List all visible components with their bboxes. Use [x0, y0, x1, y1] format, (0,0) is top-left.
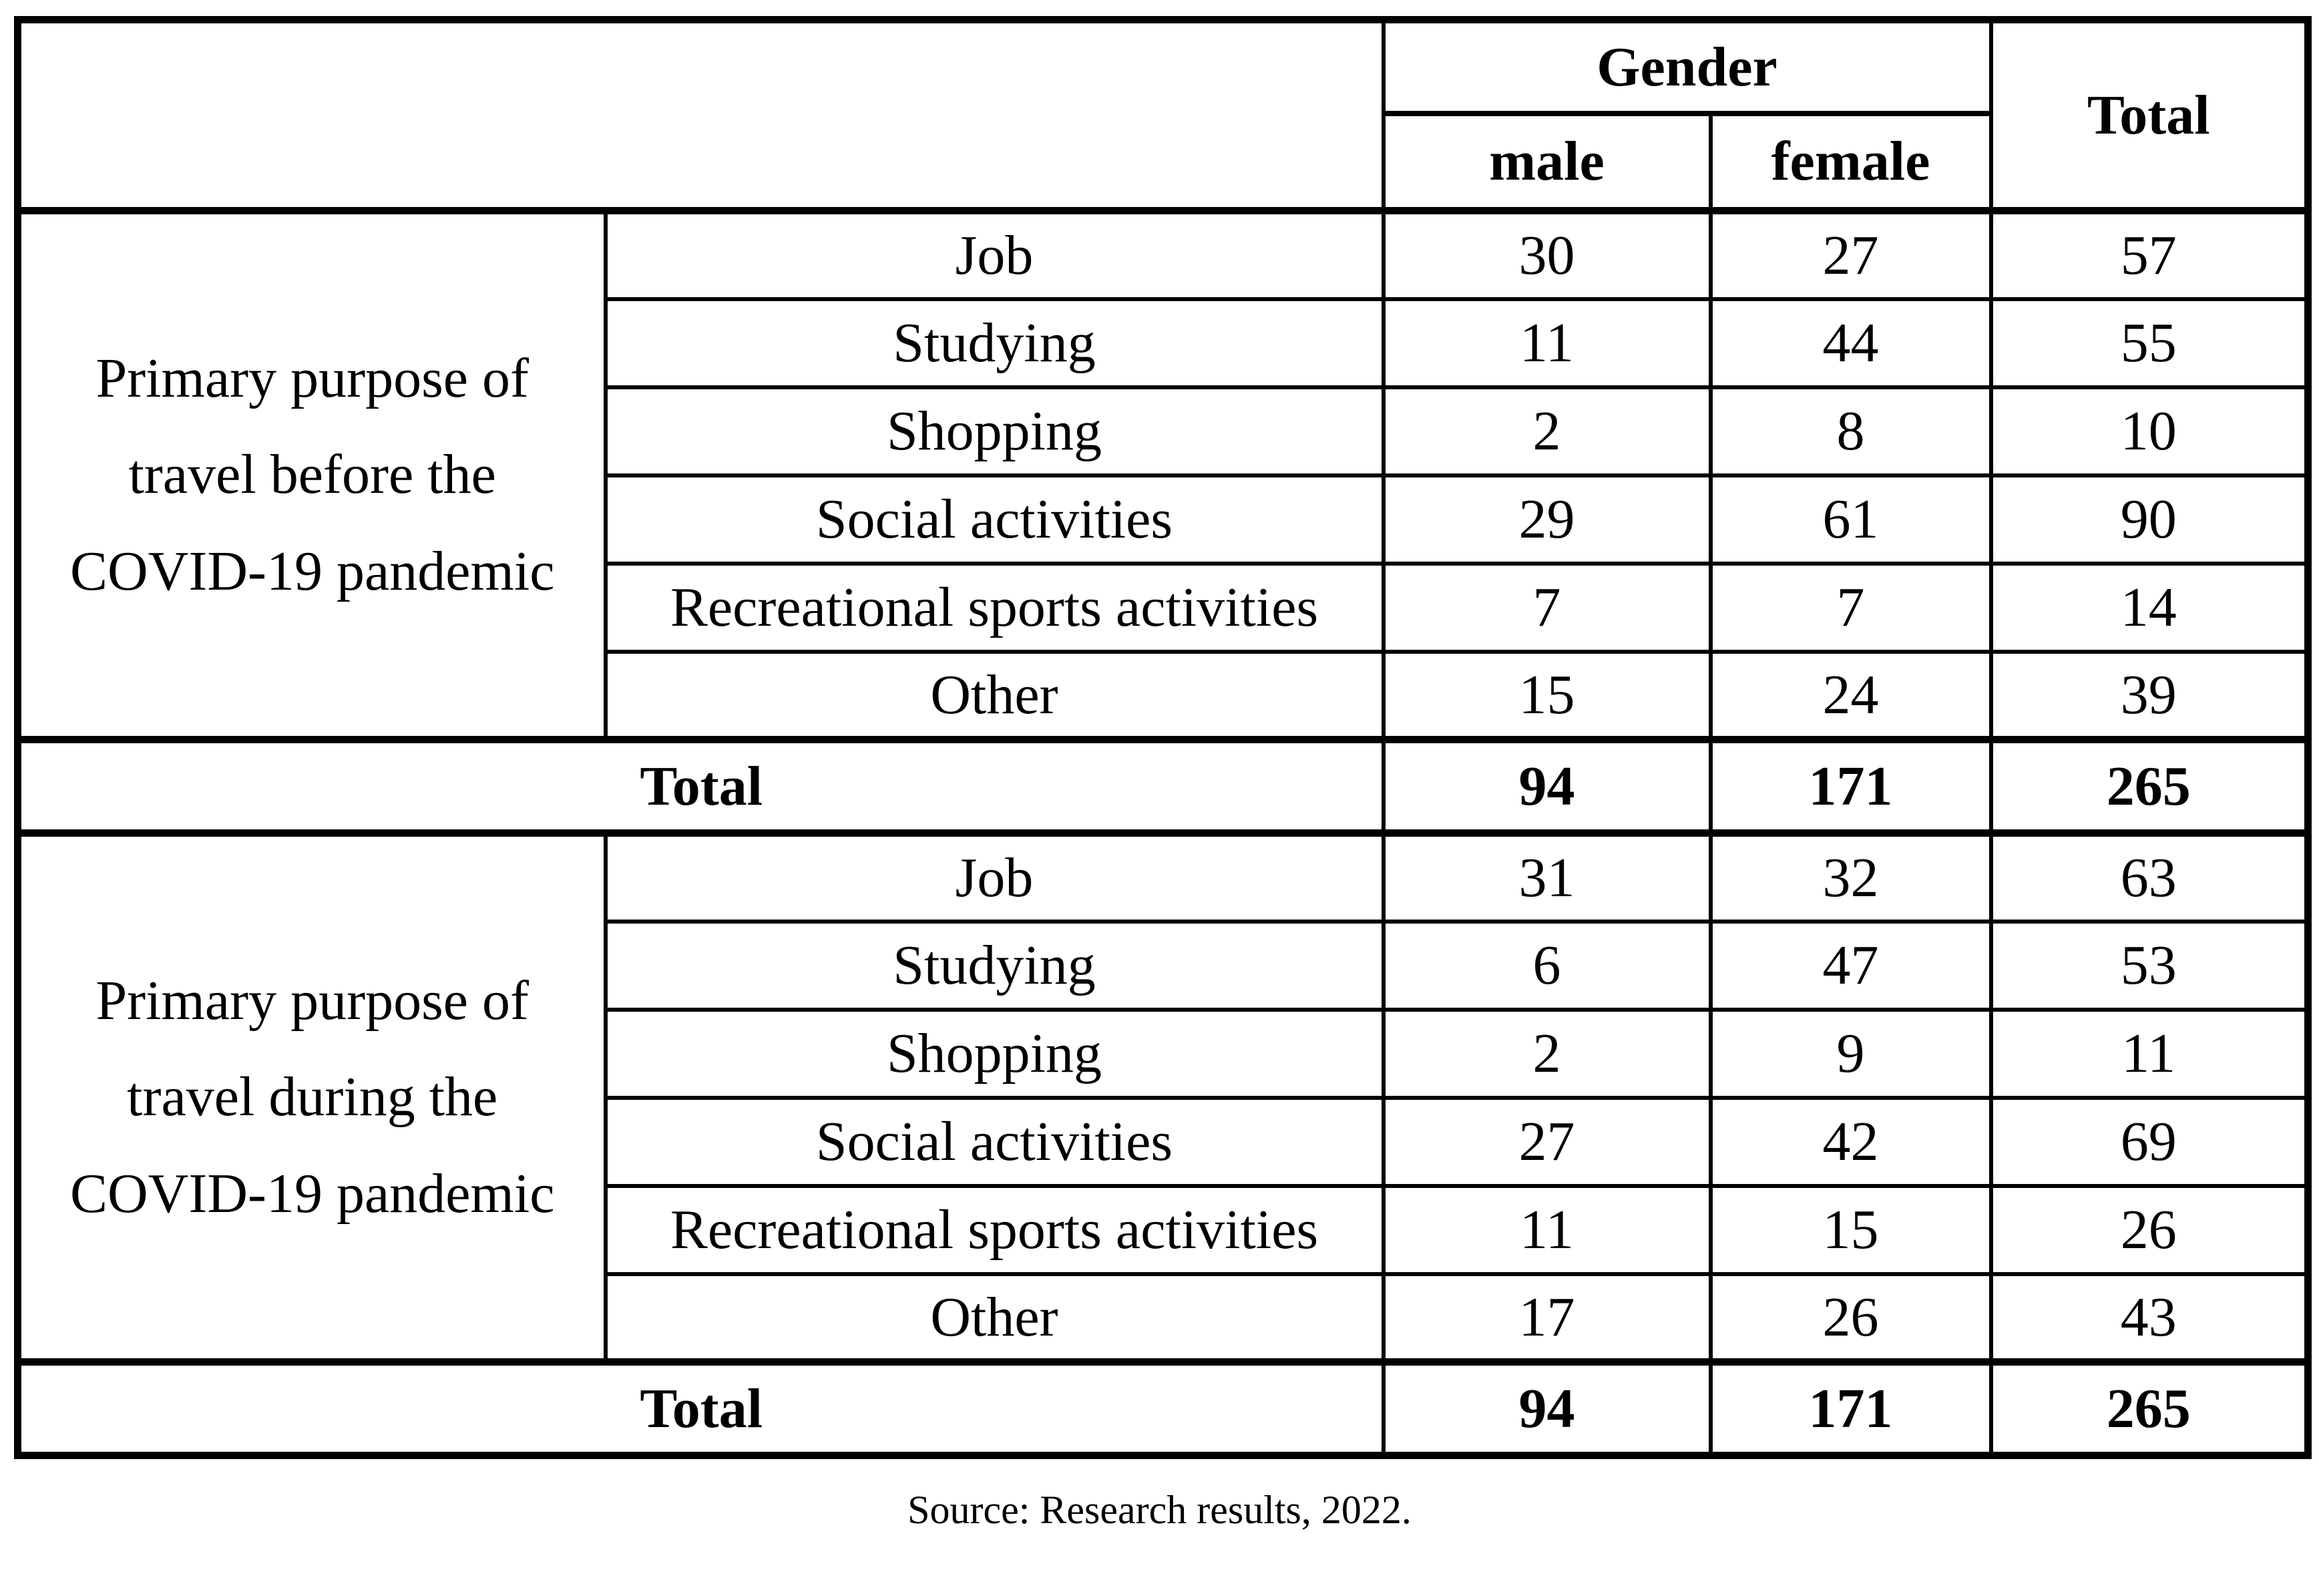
section-label-before: Primary purpose of travel before the COV… — [15, 208, 608, 742]
male-value-cell: 27 — [1381, 1095, 1713, 1188]
male-value-cell: 30 — [1381, 208, 1713, 301]
female-value-cell: 32 — [1708, 831, 1993, 924]
male-total-cell: 94 — [1381, 736, 1713, 837]
female-total-cell: 171 — [1708, 736, 1993, 837]
female-total-cell: 171 — [1708, 1358, 1993, 1459]
female-header: female — [1708, 111, 1993, 214]
male-value-cell: 6 — [1381, 919, 1713, 1012]
table-row: Shopping 2 9 11 — [18, 1007, 2310, 1100]
total-value-cell: 63 — [1988, 831, 2310, 924]
purpose-cell: Shopping — [603, 385, 1386, 477]
header-row-1: Gender Total — [15, 17, 2310, 214]
table-row: Shopping 2 8 10 — [18, 385, 2310, 477]
male-header: male — [1381, 111, 1713, 214]
total-value-cell: 43 — [1988, 1271, 2310, 1364]
total-row-during: Total 94 171 265 — [15, 1358, 2310, 1459]
purpose-cell: Social activities — [603, 473, 1386, 566]
male-value-cell: 31 — [1381, 831, 1713, 924]
total-value-cell: 90 — [1988, 473, 2310, 566]
male-value-cell: 7 — [1381, 561, 1713, 654]
total-value-cell: 39 — [1988, 649, 2310, 742]
purpose-cell: Social activities — [603, 1095, 1386, 1188]
purpose-cell: Recreational sports activities — [603, 561, 1386, 654]
male-value-cell: 2 — [1381, 1007, 1713, 1100]
total-value-cell: 55 — [1988, 296, 2310, 389]
total-value-cell: 14 — [1988, 561, 2310, 654]
female-value-cell: 42 — [1708, 1095, 1993, 1188]
female-value-cell: 8 — [1708, 385, 1993, 477]
female-value-cell: 9 — [1708, 1007, 1993, 1100]
table-row: Primary purpose of travel before the COV… — [15, 208, 2310, 742]
female-value-cell: 27 — [1708, 208, 1993, 301]
table-row: Other 17 26 43 — [18, 1271, 2310, 1364]
grand-total-cell: 265 — [1988, 1358, 2310, 1459]
total-row-before: Total 94 171 265 — [15, 736, 2310, 837]
purpose-cell: Recreational sports activities — [603, 1183, 1386, 1276]
table-row: Primary purpose of travel during the COV… — [15, 831, 2310, 1364]
header-row-2: male female — [18, 111, 2308, 214]
male-value-cell: 17 — [1381, 1271, 1713, 1364]
male-total-cell: 94 — [1381, 1358, 1713, 1459]
purpose-cell: Job — [603, 208, 1386, 301]
purpose-cell: Shopping — [603, 1007, 1386, 1100]
total-value-cell: 11 — [1988, 1007, 2310, 1100]
female-value-cell: 15 — [1708, 1183, 1993, 1276]
purpose-cell: Other — [603, 1271, 1386, 1364]
total-label-cell: Total — [15, 736, 1386, 837]
purpose-cell: Studying — [603, 296, 1386, 389]
grand-total-cell: 265 — [1988, 736, 2310, 837]
table-row: Other 15 24 39 — [18, 649, 2310, 742]
total-value-cell: 53 — [1988, 919, 2310, 1012]
section-label-during: Primary purpose of travel during the COV… — [15, 831, 608, 1364]
female-value-cell: 47 — [1708, 919, 1993, 1012]
table-row: Social activities 27 42 69 — [18, 1095, 2310, 1188]
female-value-cell: 24 — [1708, 649, 1993, 742]
female-value-cell: 61 — [1708, 473, 1993, 566]
male-value-cell: 11 — [1381, 1183, 1713, 1276]
table-row: Recreational sports activities 7 7 14 — [18, 561, 2310, 654]
total-label-cell: Total — [15, 1358, 1386, 1459]
total-header: Total — [1988, 17, 2310, 214]
table-row: Social activities 29 61 90 — [18, 473, 2310, 566]
purpose-cell: Job — [603, 831, 1386, 924]
purpose-cell: Other — [603, 649, 1386, 742]
table-row: Studying 6 47 53 — [18, 919, 2310, 1012]
male-value-cell: 2 — [1381, 385, 1713, 477]
male-value-cell: 15 — [1381, 649, 1713, 742]
female-value-cell: 44 — [1708, 296, 1993, 389]
table-row: Studying 11 44 55 — [18, 296, 2310, 389]
gender-header: Gender — [1381, 17, 1993, 116]
data-table: Gender Total male female Primary purpose… — [14, 16, 2312, 1459]
male-value-cell: 11 — [1381, 296, 1713, 389]
female-value-cell: 7 — [1708, 561, 1993, 654]
total-value-cell: 10 — [1988, 385, 2310, 477]
female-value-cell: 26 — [1708, 1271, 1993, 1364]
purpose-cell: Studying — [603, 919, 1386, 1012]
male-value-cell: 29 — [1381, 473, 1713, 566]
source-note: Source: Research results, 2022. — [907, 1488, 1412, 1532]
corner-cell — [15, 17, 1386, 214]
total-value-cell: 26 — [1988, 1183, 2310, 1276]
table-row: Recreational sports activities 11 15 26 — [18, 1183, 2310, 1276]
total-value-cell: 69 — [1988, 1095, 2310, 1188]
total-value-cell: 57 — [1988, 208, 2310, 301]
